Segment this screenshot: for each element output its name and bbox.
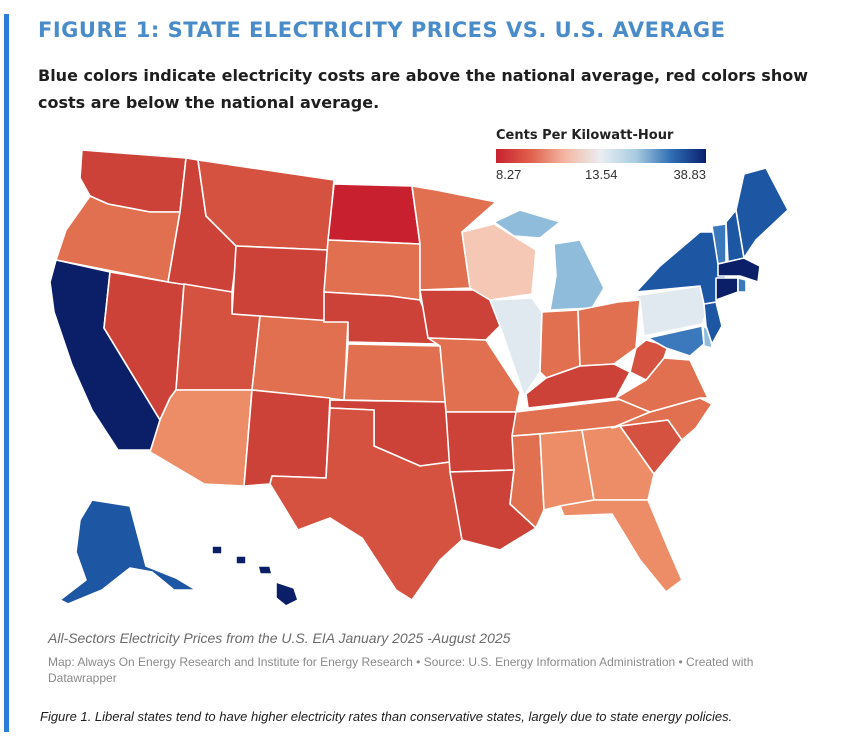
state-north-dakota bbox=[327, 183, 421, 245]
state-michigan-upper bbox=[493, 209, 561, 239]
state-texas bbox=[269, 407, 463, 601]
state-kansas bbox=[343, 343, 447, 403]
state-hawaii-big-island bbox=[275, 581, 299, 607]
state-florida bbox=[559, 499, 683, 593]
state-nebraska bbox=[323, 291, 439, 345]
state-south-dakota bbox=[323, 239, 421, 301]
state-arkansas bbox=[445, 411, 517, 473]
legend-min-label: 8.27 bbox=[496, 167, 522, 182]
state-maine bbox=[735, 167, 789, 259]
state-ohio bbox=[577, 299, 641, 367]
state-hawaii-kauai bbox=[211, 545, 223, 555]
state-maryland bbox=[647, 325, 705, 357]
state-rhode-island bbox=[737, 277, 747, 293]
map-credit: Map: Always On Energy Research and Insti… bbox=[48, 655, 754, 685]
state-wyoming bbox=[231, 245, 329, 323]
state-new-mexico bbox=[243, 389, 331, 487]
legend-title: Cents Per Kilowatt-Hour bbox=[496, 128, 674, 143]
price-legend: Cents Per Kilowatt-Hour 8.27 13.54 38.83 bbox=[496, 128, 708, 183]
figure-title: FIGURE 1: STATE ELECTRICITY PRICES VS. U… bbox=[38, 18, 726, 42]
state-wisconsin bbox=[461, 223, 537, 301]
map-note: All-Sectors Electricity Prices from the … bbox=[48, 630, 511, 646]
accent-bar bbox=[4, 14, 9, 732]
legend-labels: 8.27 13.54 38.83 bbox=[496, 167, 708, 183]
state-kentucky bbox=[525, 363, 631, 409]
state-michigan-lower bbox=[549, 239, 605, 311]
legend-mid-label: 13.54 bbox=[585, 167, 618, 182]
figure-subtitle: Blue colors indicate electricity costs a… bbox=[38, 66, 808, 112]
state-colorado bbox=[251, 315, 349, 401]
state-hawaii-maui bbox=[257, 565, 273, 575]
legend-max-label: 38.83 bbox=[673, 167, 706, 182]
figure-caption: Figure 1. Liberal states tend to have hi… bbox=[40, 709, 733, 724]
legend-color-ramp bbox=[496, 149, 706, 163]
state-hawaii-oahu bbox=[235, 555, 247, 565]
state-alaska bbox=[59, 499, 197, 605]
state-connecticut bbox=[715, 277, 739, 301]
state-massachusetts bbox=[717, 257, 761, 283]
